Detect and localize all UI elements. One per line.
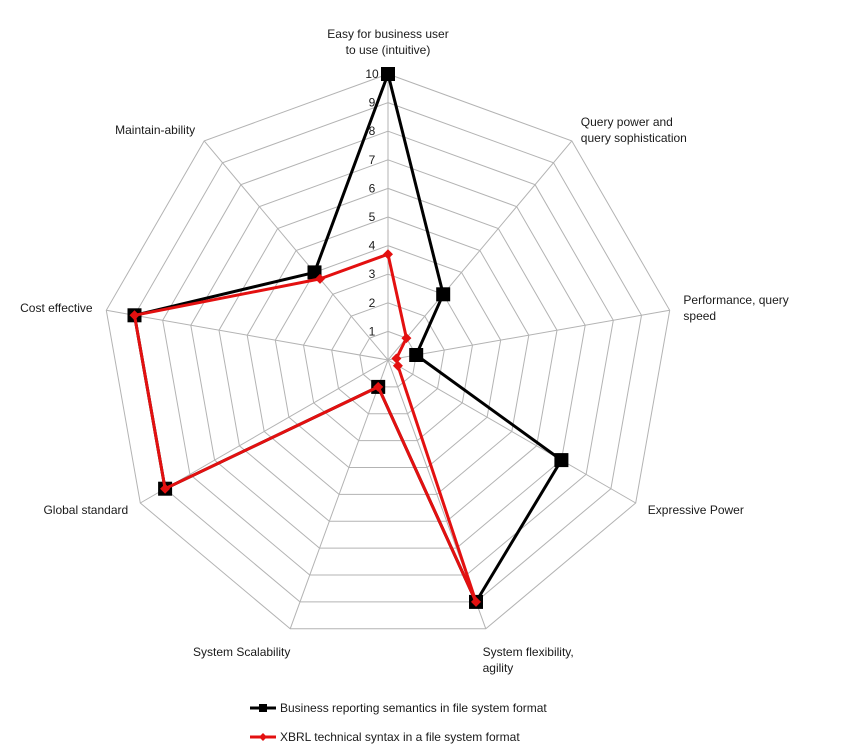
data-point-square — [554, 453, 569, 468]
tick-label: 7 — [369, 153, 376, 167]
legend-marker-diamond — [259, 733, 267, 741]
data-point-diamond — [129, 310, 140, 321]
series-2 — [129, 249, 481, 607]
axis-label-line: agility — [483, 661, 514, 675]
spoke-line — [387, 140, 573, 361]
data-point-diamond — [160, 483, 171, 494]
axis-label-line: Performance, query — [683, 293, 788, 307]
spoke-line — [106, 309, 389, 361]
axis-label-line: to use (intuitive) — [346, 43, 431, 57]
tick-label: 2 — [369, 296, 376, 310]
series-line — [133, 252, 478, 604]
tick-label: 5 — [369, 210, 376, 224]
legend-item-1: Business reporting semantics in file sys… — [250, 701, 547, 715]
grid-ring — [162, 130, 614, 576]
grid-ring — [218, 187, 558, 522]
legend: Business reporting semantics in file sys… — [250, 701, 547, 744]
series-layer — [127, 67, 569, 609]
axis-label-line: Easy for business user — [327, 27, 448, 41]
spoke-line — [387, 359, 636, 504]
grid-ring — [133, 102, 643, 603]
data-point-square — [381, 67, 395, 81]
data-point-diamond — [383, 249, 393, 260]
grid-ring — [359, 330, 417, 388]
axis-label: Global standard — [43, 503, 128, 517]
axis-label-line: Query power and — [581, 115, 673, 129]
axis-labels: Easy for business user to use (intuitive)… — [20, 27, 789, 675]
tick-label: 6 — [369, 181, 376, 195]
grid-ring — [190, 159, 586, 549]
legend-item-2: XBRL technical syntax in a file system f… — [250, 730, 520, 744]
data-point-square — [409, 348, 424, 362]
axis-label-line: Global standard — [43, 503, 128, 517]
axis-label: System flexibility, agility — [483, 645, 574, 675]
data-point-diamond — [392, 360, 403, 371]
radar-grid — [105, 73, 671, 630]
data-point-diamond — [315, 273, 325, 284]
axis-label-line: query sophistication — [581, 131, 687, 145]
axis-label-line: Maintain-ability — [115, 123, 195, 137]
axis-label: System Scalability — [193, 645, 290, 659]
axis-label-line: Expressive Power — [648, 503, 744, 517]
spoke-line — [203, 140, 389, 361]
grid-ring — [302, 273, 474, 442]
spoke-line — [387, 309, 670, 361]
grid-ring — [331, 302, 445, 415]
grid-ring — [246, 216, 530, 495]
axis-label: Performance, query speed — [683, 293, 788, 323]
spoke-line — [289, 359, 389, 629]
data-point-diamond — [401, 333, 412, 344]
tick-label: 9 — [369, 96, 376, 110]
axis-label: Expressive Power — [648, 503, 744, 517]
axis-label-line: System flexibility, — [483, 645, 574, 659]
radar-spokes — [106, 74, 670, 629]
axis-label: Maintain-ability — [115, 123, 195, 137]
series-1 — [127, 67, 569, 609]
axis-label-line: Cost effective — [20, 301, 93, 315]
data-point-diamond — [471, 596, 481, 607]
tick-label: 4 — [369, 239, 376, 253]
axis-label-line: speed — [683, 309, 716, 323]
tick-label: 8 — [369, 124, 376, 138]
grid-ring — [105, 73, 671, 630]
legend-marker-square — [259, 704, 267, 712]
axis-label: Cost effective — [20, 301, 93, 315]
legend-label: Business reporting semantics in file sys… — [280, 701, 547, 715]
axis-label: Easy for business user to use (intuitive) — [327, 27, 448, 57]
data-point-diamond — [373, 381, 384, 392]
radial-tick-labels: 1 2 3 4 5 6 7 8 9 10 — [365, 67, 379, 338]
series-line — [133, 72, 563, 604]
legend-label: XBRL technical syntax in a file system f… — [280, 730, 520, 744]
axis-label: Query power and query sophistication — [581, 115, 687, 145]
data-point-square — [436, 287, 451, 302]
data-point-diamond — [391, 353, 402, 364]
axis-label-line: System Scalability — [193, 645, 290, 659]
grid-ring — [274, 245, 502, 468]
tick-label: 10 — [365, 67, 379, 81]
tick-label: 1 — [369, 324, 376, 338]
tick-label: 3 — [369, 267, 376, 281]
